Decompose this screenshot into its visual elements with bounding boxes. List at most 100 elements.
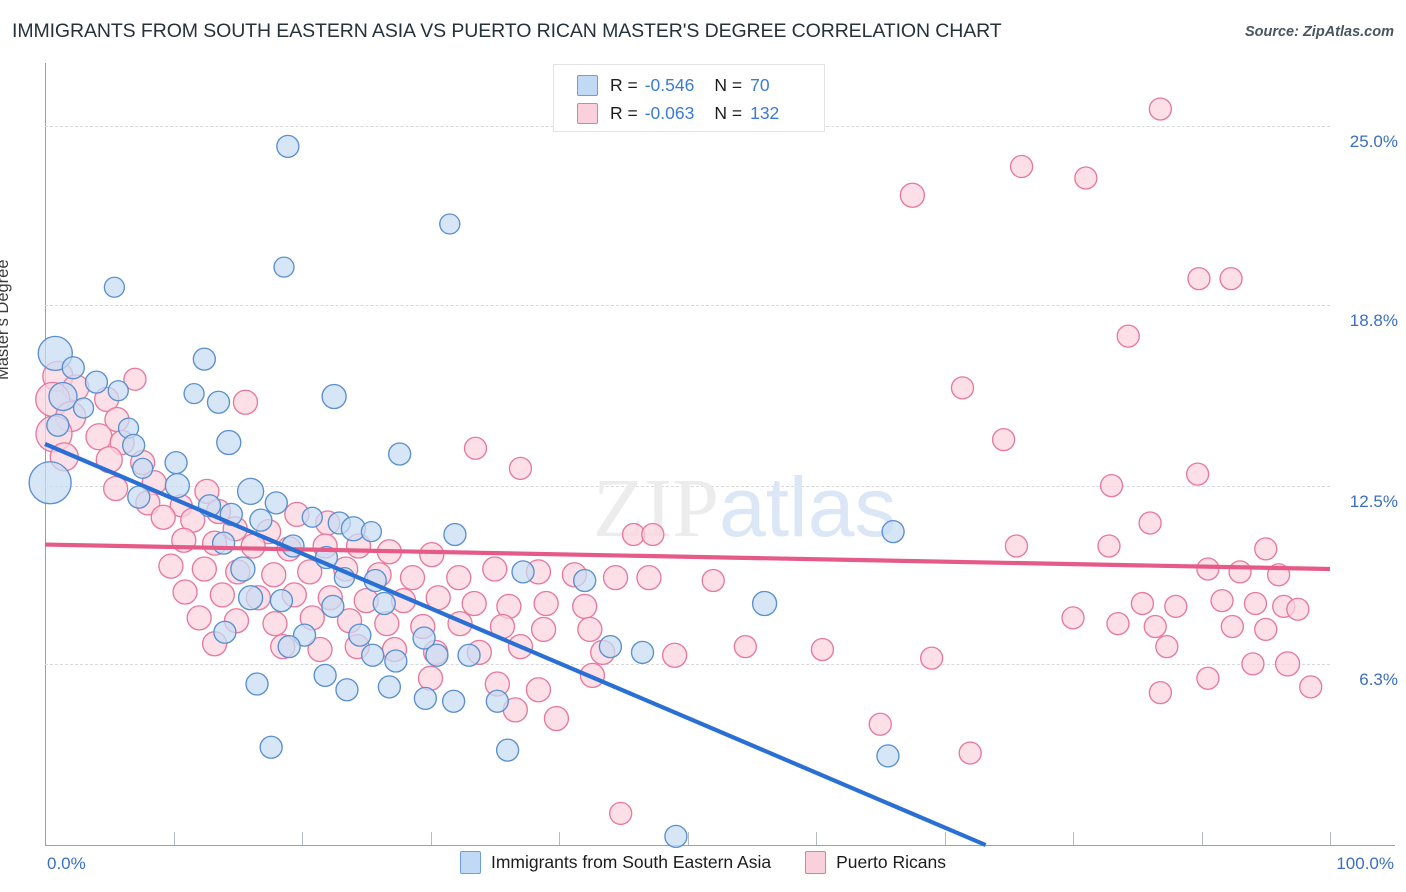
data-point[interactable] xyxy=(384,649,408,673)
data-point[interactable] xyxy=(301,506,323,528)
data-point[interactable] xyxy=(360,520,383,543)
series-legend-item-blue[interactable]: Immigrants from South Eastern Asia xyxy=(459,851,771,874)
data-point[interactable] xyxy=(183,382,205,405)
data-point[interactable] xyxy=(958,741,982,765)
data-point[interactable] xyxy=(1116,324,1140,348)
data-point[interactable] xyxy=(463,436,488,460)
data-point[interactable] xyxy=(1254,617,1278,642)
data-point[interactable] xyxy=(876,744,900,768)
data-point[interactable] xyxy=(307,636,333,663)
data-point[interactable] xyxy=(641,522,665,547)
data-point[interactable] xyxy=(530,616,557,643)
data-point[interactable] xyxy=(417,665,444,691)
data-point[interactable] xyxy=(211,531,236,555)
data-point[interactable] xyxy=(164,450,188,475)
data-point[interactable] xyxy=(1164,594,1188,619)
data-point[interactable] xyxy=(1228,560,1252,584)
data-point[interactable] xyxy=(259,735,283,759)
data-point[interactable] xyxy=(899,182,926,208)
data-point[interactable] xyxy=(230,556,256,582)
data-point[interactable] xyxy=(577,616,603,643)
data-point[interactable] xyxy=(412,626,436,650)
data-point[interactable] xyxy=(107,380,129,402)
data-point[interactable] xyxy=(1243,591,1268,616)
data-point[interactable] xyxy=(661,642,688,668)
data-point[interactable] xyxy=(1009,154,1034,179)
data-point[interactable] xyxy=(1143,614,1167,639)
data-point[interactable] xyxy=(419,541,445,568)
data-point[interactable] xyxy=(61,356,85,380)
data-point[interactable] xyxy=(273,256,295,278)
data-point[interactable] xyxy=(164,472,191,499)
data-point[interactable] xyxy=(636,564,662,591)
data-point[interactable] xyxy=(192,347,217,371)
data-point[interactable] xyxy=(1254,537,1278,561)
data-point[interactable] xyxy=(868,712,892,736)
data-point[interactable] xyxy=(158,553,184,579)
data-point[interactable] xyxy=(172,579,198,605)
data-point[interactable] xyxy=(1074,166,1098,190)
data-point[interactable] xyxy=(441,689,466,713)
data-point[interactable] xyxy=(277,634,301,659)
data-point[interactable] xyxy=(48,381,78,412)
data-point[interactable] xyxy=(131,457,154,480)
data-point[interactable] xyxy=(543,705,570,732)
data-point[interactable] xyxy=(1286,597,1310,621)
data-point[interactable] xyxy=(387,442,412,466)
data-point[interactable] xyxy=(482,556,508,582)
data-point[interactable] xyxy=(495,738,520,762)
data-point[interactable] xyxy=(121,433,146,458)
data-point[interactable] xyxy=(321,383,347,410)
data-point[interactable] xyxy=(264,491,288,515)
data-point[interactable] xyxy=(751,590,778,617)
data-point[interactable] xyxy=(261,562,287,588)
data-point[interactable] xyxy=(602,564,629,591)
data-point[interactable] xyxy=(85,423,113,451)
data-point[interactable] xyxy=(598,634,623,659)
data-point[interactable] xyxy=(321,594,345,619)
data-point[interactable] xyxy=(1220,614,1245,639)
data-point[interactable] xyxy=(206,390,231,414)
data-point[interactable] xyxy=(269,588,294,613)
data-point[interactable] xyxy=(461,590,487,617)
data-point[interactable] xyxy=(186,605,212,631)
data-point[interactable] xyxy=(446,564,472,591)
data-point[interactable] xyxy=(1155,634,1179,659)
data-point[interactable] xyxy=(1299,675,1323,699)
data-point[interactable] xyxy=(72,397,95,419)
data-point[interactable] xyxy=(525,677,552,703)
data-point[interactable] xyxy=(1138,511,1162,535)
data-point[interactable] xyxy=(377,675,402,699)
data-point[interactable] xyxy=(1061,606,1085,630)
series-legend-item-pink[interactable]: Puerto Ricans xyxy=(805,851,946,874)
data-point[interactable] xyxy=(1219,266,1243,291)
data-point[interactable] xyxy=(733,634,758,659)
data-point[interactable] xyxy=(213,620,237,644)
data-point[interactable] xyxy=(439,213,461,235)
data-point[interactable] xyxy=(1148,97,1173,121)
data-point[interactable] xyxy=(297,559,323,585)
data-point[interactable] xyxy=(1185,462,1210,486)
data-point[interactable] xyxy=(991,427,1016,452)
data-point[interactable] xyxy=(1187,266,1211,291)
data-point[interactable] xyxy=(664,824,688,849)
data-point[interactable] xyxy=(374,610,400,637)
data-point[interactable] xyxy=(1099,473,1124,498)
legend-row-pink[interactable]: R = -0.063 N = 132 xyxy=(577,100,779,126)
data-point[interactable] xyxy=(630,640,655,665)
data-point[interactable] xyxy=(103,276,126,298)
data-point[interactable] xyxy=(1196,557,1220,581)
data-point[interactable] xyxy=(399,564,426,591)
data-point[interactable] xyxy=(919,646,944,670)
data-point[interactable] xyxy=(209,582,236,608)
data-point[interactable] xyxy=(1004,534,1029,558)
data-point[interactable] xyxy=(443,522,467,547)
data-point[interactable] xyxy=(1210,588,1234,613)
data-point[interactable] xyxy=(1106,611,1130,636)
data-point[interactable] xyxy=(425,643,449,667)
data-point[interactable] xyxy=(701,568,725,593)
data-point[interactable] xyxy=(276,134,300,159)
data-point[interactable] xyxy=(950,376,975,400)
data-point[interactable] xyxy=(457,643,481,667)
data-point[interactable] xyxy=(1241,652,1265,676)
